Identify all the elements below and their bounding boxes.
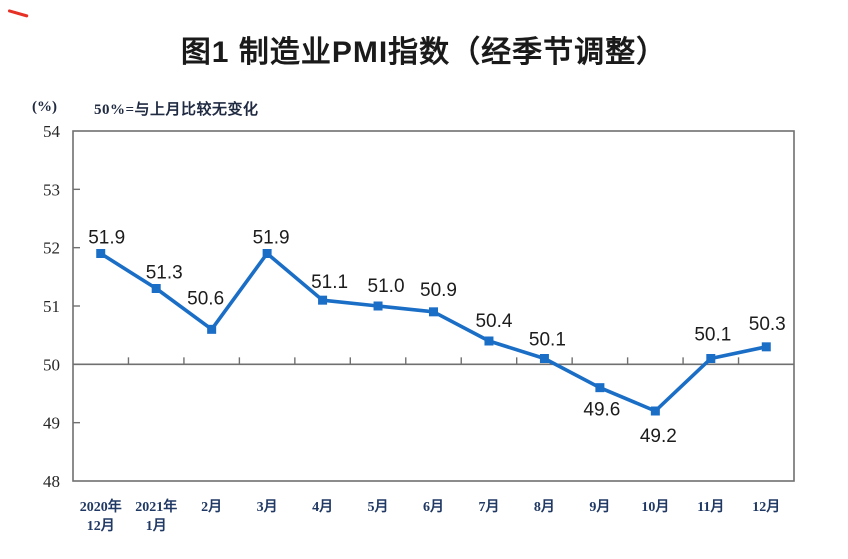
y-axis-tick-label: 54 [43,122,61,141]
y-axis-tick-label: 52 [43,239,60,258]
y-axis-tick-label: 50 [43,355,60,374]
data-point-marker [484,336,494,346]
x-axis-tick-label: 3月 [257,499,278,515]
data-point-marker [595,383,605,393]
data-point-marker [207,324,217,334]
data-point-marker [761,342,771,352]
x-axis-tick-label: 5月 [368,499,389,515]
data-point-marker [151,284,161,293]
x-axis-tick-label: 2020年 [80,498,122,515]
reference-note: 50%=与上月比较无变化 [94,102,259,118]
data-point-label: 50.4 [475,311,512,332]
data-point-label: 51.0 [368,276,405,297]
data-point-label: 51.3 [146,263,183,284]
data-point-label: 50.3 [749,314,786,335]
data-point-label: 50.1 [529,330,566,351]
plot-border [72,130,795,482]
x-axis-tick-label: 2月 [201,499,222,515]
x-axis-tick-label: 12月 [752,499,780,515]
data-point-label: 50.9 [420,280,457,301]
y-axis-tick-label: 53 [43,180,60,199]
x-axis-tick-label: 9月 [589,499,610,515]
x-axis-tick-label: 10月 [641,499,669,515]
x-axis-tick-label: 6月 [423,499,444,515]
data-point-marker [650,406,660,416]
pmi-line-series [98,251,769,413]
data-point-marker [318,295,328,305]
data-point-marker [706,354,716,363]
y-axis-tick-label: 49 [43,414,60,433]
data-point-marker [96,249,106,258]
data-point-marker [262,249,272,258]
data-point-marker [373,301,383,311]
x-axis-tick-label: 2021年 [135,498,177,515]
y-axis-tick-label: 48 [43,472,60,491]
x-axis-tick-label: 1月 [146,518,167,534]
data-point-label: 51.1 [311,272,348,293]
x-axis-tick-label: 12月 [87,518,115,534]
data-point-label: 51.9 [253,228,290,249]
x-axis-tick-label: 11月 [697,499,724,515]
x-axis-tick-label: 7月 [478,499,499,515]
chart-title: 图1 制造业PMI指数（经季节调整） [180,36,668,69]
data-point-marker [429,307,438,317]
y-axis-unit-label: (%) [32,99,57,115]
data-point-marker [539,354,549,363]
data-point-label: 49.2 [640,426,677,447]
x-axis-tick-label: 4月 [312,499,333,515]
data-point-label: 50.1 [694,325,731,346]
data-point-label: 50.6 [187,288,224,309]
x-axis-tick-label: 8月 [534,499,555,515]
data-point-label: 51.9 [88,228,125,249]
data-point-label: 49.6 [583,400,620,421]
y-axis-tick-label: 51 [43,297,60,316]
